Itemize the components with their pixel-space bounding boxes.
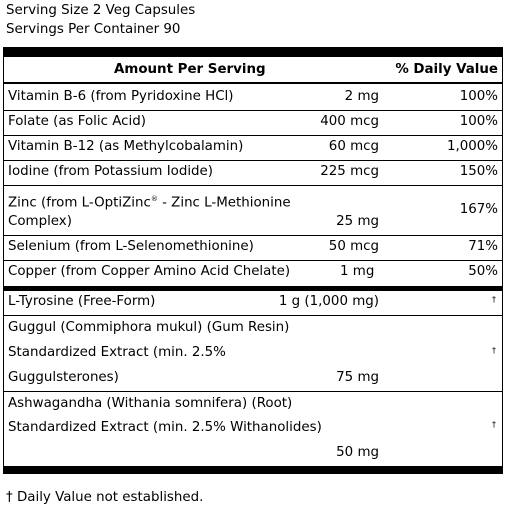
zinc-name-part: Zinc (from L-OptiZinc [8,195,151,211]
nutrient-amount: 225 mcg [320,164,379,179]
amount-per-serving-heading: Amount Per Serving [114,62,266,77]
ingredient-name: L-Tyrosine (Free-Form) [8,294,156,309]
nutrient-dv: 100% [459,89,498,104]
ingredient-name-line3: Guggulsterones) [8,370,119,385]
nutrient-dv: 167% [459,202,498,217]
nutrient-amount: 400 mcg [320,114,379,129]
nutrient-amount: 1 mg [340,264,375,279]
nutrient-name: Copper (from Copper Amino Acid Chelate) [8,264,291,279]
ingredient-name-line2: Standardized Extract (min. 2.5% [8,345,226,360]
nutrient-amount: 60 mcg [328,139,379,154]
ingredient-amount: 75 mg [336,370,379,385]
nutrient-dv: 100% [459,114,498,129]
daily-value-heading: % Daily Value [395,62,498,77]
row-divider [3,391,503,392]
header-rule [3,82,503,84]
nutrient-dv: 1,000% [446,139,498,154]
dagger-mark: † [492,295,496,304]
nutrient-amount: 50 mcg [328,239,379,254]
ingredient-amount: 50 mg [336,445,379,460]
top-thick-rule [3,47,503,57]
nutrient-dv: 50% [468,264,498,279]
dagger-mark: † [492,420,496,429]
row-divider [3,160,503,161]
nutrient-name: Vitamin B-6 (from Pyridoxine HCl) [8,89,234,104]
footnote: † Daily Value not established. [6,490,204,505]
ingredient-name-line2: Standardized Extract (min. 2.5% Withanol… [8,420,322,435]
row-divider [3,260,503,261]
nutrient-amount: 2 mg [344,89,379,104]
row-divider [3,185,503,186]
row-divider [3,110,503,111]
section-thick-rule [3,286,503,291]
zinc-name-part: - Zinc L-Methionine [157,195,291,211]
ingredient-name: Guggul (Commiphora mukul) (Gum Resin) [8,320,290,335]
ingredient-name: Ashwagandha (Withania somnifera) (Root) [8,396,293,411]
row-divider [3,315,503,316]
nutrient-name: Zinc (from L-OptiZinc® - Zinc L-Methioni… [8,190,291,212]
dagger-mark: † [492,346,496,355]
nutrient-name: Selenium (from L-Selenomethionine) [8,239,254,254]
nutrient-dv: 71% [468,239,498,254]
nutrient-name-line2: Complex) [8,214,72,229]
serving-size: Serving Size 2 Veg Capsules [6,3,196,18]
servings-per-container: Servings Per Container 90 [6,22,181,37]
nutrient-name: Folate (as Folic Acid) [8,114,146,129]
nutrient-name: Vitamin B-12 (as Methylcobalamin) [8,139,244,154]
nutrient-amount: 25 mg [336,214,379,229]
registered-mark: ® [150,195,158,203]
row-divider [3,235,503,236]
ingredient-amount: 1 g (1,000 mg) [278,294,379,309]
row-divider [3,135,503,136]
bottom-thick-rule [3,466,503,474]
nutrient-name: Iodine (from Potassium Iodide) [8,164,214,179]
nutrient-dv: 150% [459,164,498,179]
